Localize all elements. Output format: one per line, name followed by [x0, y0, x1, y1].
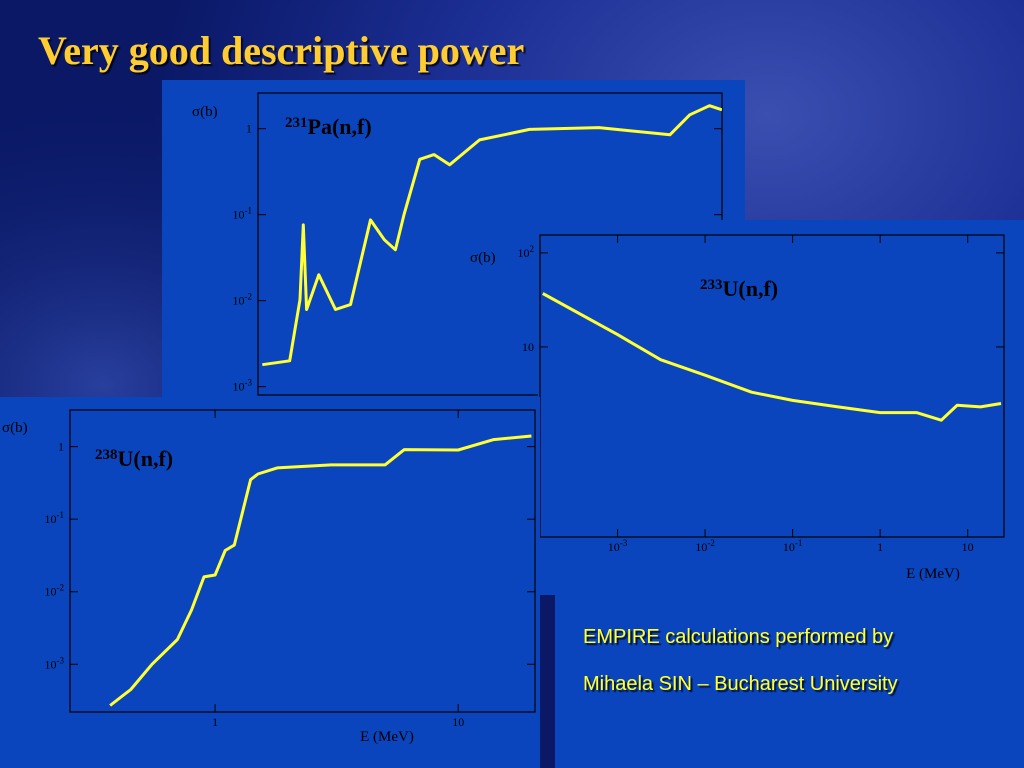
- title-mass-number: 238: [95, 447, 118, 463]
- title-reaction: U(n,f): [118, 446, 174, 471]
- tick-label: 10: [522, 340, 534, 354]
- tick-label: 10-1: [783, 538, 803, 554]
- chart-title: 231Pa(n,f): [285, 114, 372, 139]
- tick-label: 1: [58, 440, 64, 454]
- note-line: EMPIRE calculations performed by: [583, 626, 893, 648]
- plot-frame: [69, 409, 536, 713]
- tick-exponent: -1: [795, 538, 803, 548]
- tick-base: 10: [608, 540, 620, 554]
- tick-label: 102: [518, 244, 535, 260]
- note-panel: [555, 595, 1024, 768]
- chart: 110-110-210-31 10σ(b)E (MeV)238U(n,f): [0, 397, 540, 768]
- chart-panel: [538, 220, 1024, 595]
- tick-base: 10: [45, 657, 57, 671]
- model-curve: [542, 292, 1002, 422]
- tick-exponent: -1: [57, 510, 65, 520]
- slide-title: Very good descriptive power: [38, 28, 524, 73]
- tick-exponent: -2: [707, 538, 715, 548]
- title-mass-number: 231: [285, 115, 308, 131]
- tick-label: 1: [877, 540, 883, 554]
- tick-exponent: -3: [620, 538, 628, 548]
- tick-base: 10: [695, 540, 707, 554]
- tick-exponent: -3: [245, 378, 253, 388]
- tick-base: 10: [45, 585, 57, 599]
- tick-label: 10: [962, 540, 974, 554]
- tick-exponent: -1: [245, 206, 253, 216]
- tick-label: 10-2: [233, 292, 253, 308]
- title-reaction: Pa(n,f): [308, 114, 372, 139]
- chart-title: 238U(n,f): [95, 446, 173, 471]
- tick-exponent: -2: [57, 583, 65, 593]
- note-line: Mihaela SIN – Bucharest University: [583, 673, 898, 695]
- tick-label: 10-1: [233, 206, 253, 222]
- x-axis-label: E (MeV): [906, 566, 960, 582]
- tick-base: 10: [233, 380, 245, 394]
- chart-title: 233U(n,f): [700, 276, 778, 301]
- tick-label: 10-2: [695, 538, 715, 554]
- tick-label: 10-3: [45, 655, 65, 671]
- tick-label: 1: [246, 122, 252, 136]
- tick-label: 10-1: [45, 510, 65, 526]
- tick-base: 10: [783, 540, 795, 554]
- tick-base: 10: [233, 294, 245, 308]
- tick-base: 10: [518, 246, 530, 260]
- tick-label: 10: [452, 715, 464, 729]
- tick-base: 10: [45, 512, 57, 526]
- tick-base: 10: [233, 208, 245, 222]
- y-axis-label: σ(b): [470, 250, 496, 266]
- chart-panel: [0, 397, 540, 768]
- tick-exponent: 2: [530, 244, 535, 254]
- model-curve: [262, 104, 722, 367]
- tick-label: 10-2: [45, 583, 65, 599]
- tick-label: 10-3: [608, 538, 628, 554]
- x-axis-label: E (MeV): [360, 729, 414, 745]
- plot-frame: [539, 234, 1005, 538]
- y-axis-label: σ(b): [192, 104, 218, 120]
- tick-exponent: -3: [57, 655, 65, 665]
- tick-exponent: -2: [245, 292, 253, 302]
- tick-label: 10-3: [233, 378, 253, 394]
- tick-label: 1: [212, 715, 218, 729]
- y-axis-label: σ(b): [2, 420, 28, 436]
- title-mass-number: 233: [700, 277, 723, 293]
- model-curve: [109, 434, 532, 707]
- title-reaction: U(n,f): [723, 276, 779, 301]
